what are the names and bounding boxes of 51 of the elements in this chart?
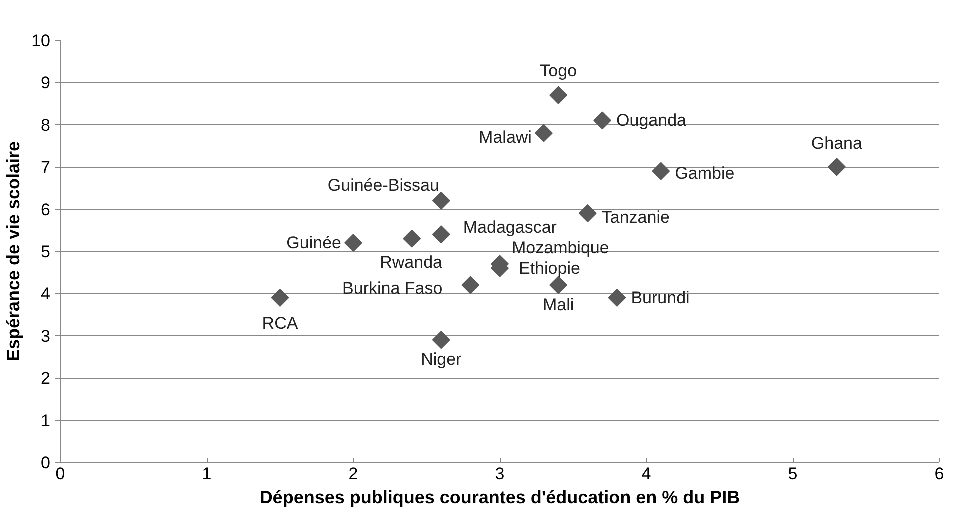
- y-tick-label: 4: [41, 284, 51, 304]
- y-tick-label: 6: [41, 200, 51, 220]
- point: [608, 288, 626, 307]
- annotation: Mozambique: [512, 238, 610, 258]
- x-tick-label: 6: [934, 464, 944, 484]
- point: [652, 162, 670, 180]
- annotation: Tanzanie: [602, 208, 670, 228]
- point: [271, 288, 290, 307]
- annotation: Guinée-Bissau: [328, 176, 440, 195]
- point: [344, 234, 362, 252]
- x-axis-title: Dépenses publiques courantes d'éducation en % du PIB: [260, 488, 740, 508]
- point: [432, 192, 450, 210]
- annotation: Burkina Faso: [342, 278, 443, 298]
- point: [828, 158, 846, 176]
- annotation: Guinée: [286, 234, 342, 253]
- x-tick-label: 1: [202, 464, 212, 484]
- y-tick-label: 10: [32, 32, 51, 50]
- y-tick-label: 7: [41, 158, 51, 178]
- point: [594, 112, 612, 130]
- annotation: Togo: [540, 61, 578, 80]
- y-tick-label: 9: [41, 74, 51, 93]
- x-tick-label: 4: [642, 464, 652, 484]
- point: [578, 204, 597, 223]
- x-tick-label: 2: [348, 464, 358, 484]
- y-tick-label: 8: [41, 116, 51, 135]
- y-tick-label: 2: [41, 369, 51, 388]
- y-tick-label: 5: [41, 242, 51, 262]
- annotation: Ouganda: [616, 111, 688, 130]
- y-tick-label: 1: [41, 411, 51, 430]
- annotation: Malawi: [479, 128, 532, 147]
- annotation: Niger: [421, 350, 462, 370]
- annotation: Ethiopie: [519, 258, 580, 278]
- point: [534, 124, 553, 142]
- x-tick-label: 3: [495, 464, 505, 484]
- annotation: Burundi: [631, 288, 690, 308]
- point: [550, 86, 568, 104]
- annotation: Gambie: [675, 164, 735, 183]
- point: [550, 276, 568, 294]
- annotation: Rwanda: [380, 252, 444, 272]
- point: [462, 276, 480, 294]
- annotation: Ghana: [811, 134, 864, 154]
- point: [432, 331, 450, 350]
- x-tick-label: 0: [56, 464, 66, 484]
- y-axis-title: Espérance de vie scolaire: [4, 141, 24, 362]
- annotation: RCA: [262, 314, 299, 333]
- point: [403, 230, 422, 248]
- point: [432, 226, 450, 244]
- annotation: Madagascar: [463, 218, 558, 238]
- annotation: Mali: [543, 295, 574, 314]
- x-tick-label: 5: [788, 464, 798, 484]
- y-tick-label: 3: [41, 326, 51, 346]
